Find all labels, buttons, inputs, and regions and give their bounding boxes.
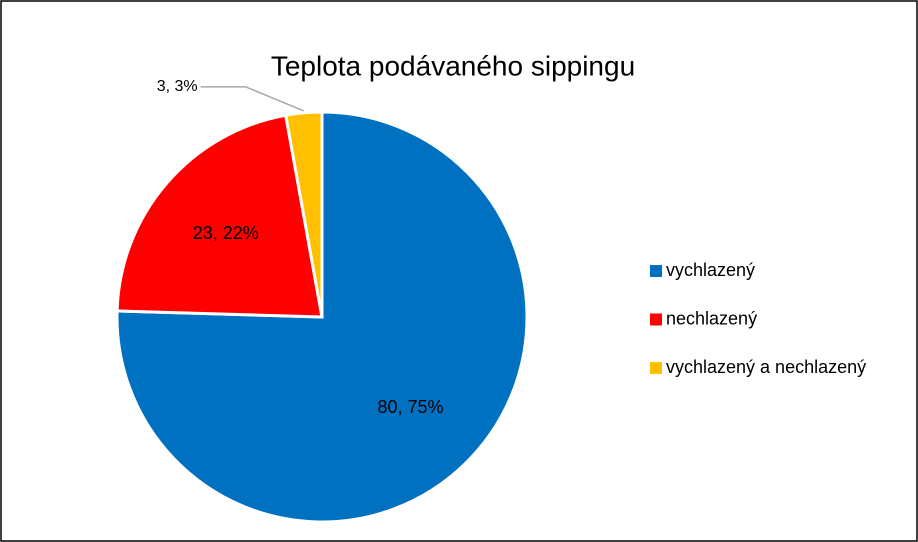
pie-slice	[283, 110, 324, 318]
legend-label: vychlazený	[666, 260, 755, 280]
legend-label: nechlazený	[666, 308, 757, 328]
data-label: 3, 3%	[157, 78, 198, 95]
legend-swatch	[650, 362, 662, 374]
chart-title: Teplota podávaného sippingu	[271, 50, 635, 81]
legend-swatch	[650, 265, 662, 277]
leader-line	[200, 86, 304, 112]
legend-swatch	[650, 313, 662, 326]
data-label: 80, 75%	[378, 397, 444, 417]
legend-label: vychlazený a nechlazený	[666, 357, 866, 377]
data-label: 23, 22%	[193, 223, 259, 243]
pie-slice	[115, 113, 324, 319]
